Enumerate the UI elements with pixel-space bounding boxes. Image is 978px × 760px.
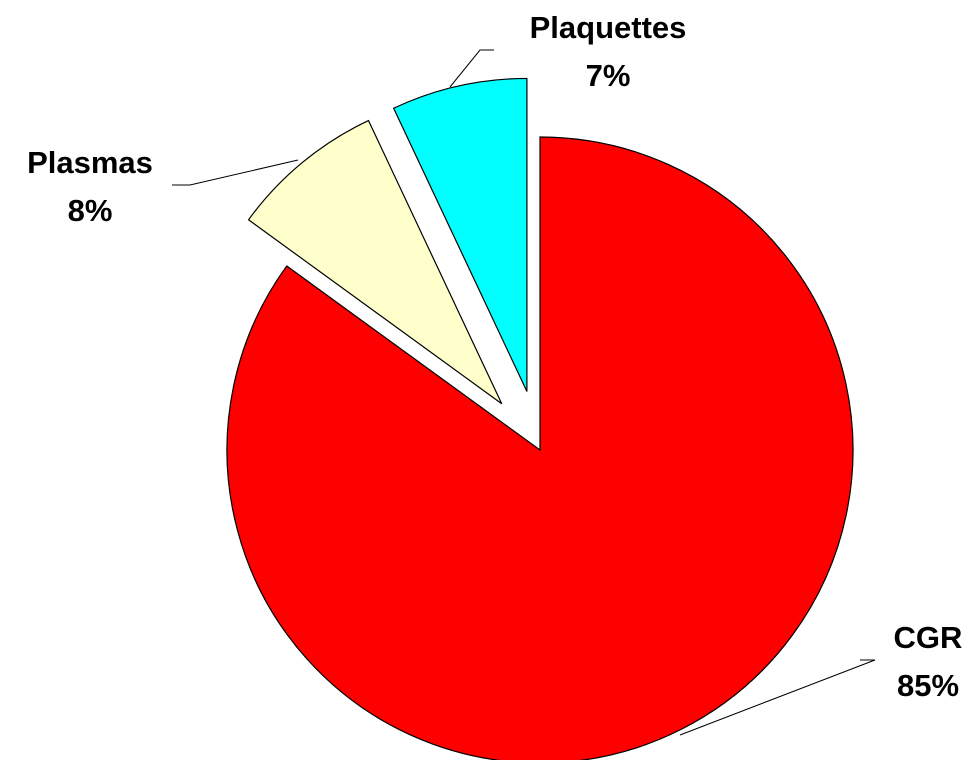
pie-slice bbox=[226, 136, 854, 760]
slice-label: Plasmas bbox=[27, 145, 153, 180]
slice-label: CGR bbox=[894, 620, 963, 655]
leader-line bbox=[172, 159, 299, 186]
leader-line bbox=[449, 49, 494, 88]
pie-slice bbox=[247, 119, 503, 405]
slice-value-label: 85% bbox=[897, 668, 959, 703]
pie-slice bbox=[392, 77, 528, 392]
slice-value-label: 8% bbox=[68, 193, 113, 228]
leader-line bbox=[679, 659, 876, 736]
slice-value-label: 7% bbox=[586, 58, 631, 93]
slice-label: Plaquettes bbox=[530, 10, 687, 45]
